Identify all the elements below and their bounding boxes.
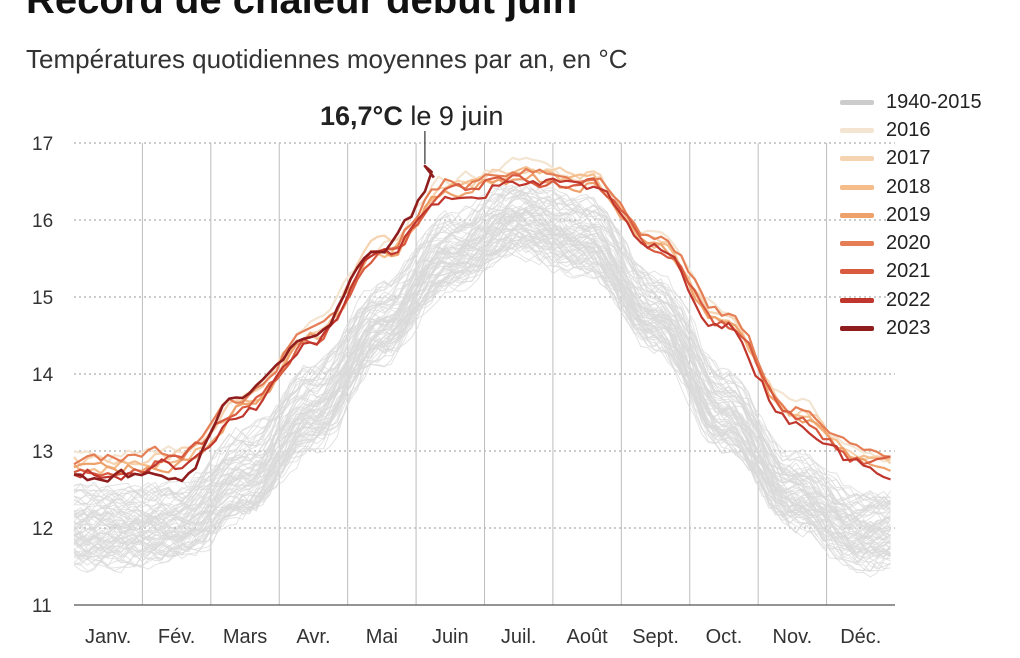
x-tick-label: Sept. [632, 626, 679, 648]
legend-label: 2017 [886, 147, 931, 170]
series-line-1940-2015 [73, 204, 891, 539]
series-line-1940-2015 [73, 205, 891, 540]
x-tick-label: Oct. [706, 626, 743, 648]
legend-label: 2021 [886, 260, 931, 283]
series-line-1940-2015 [73, 194, 891, 515]
legend-item-2021: 2021 [840, 258, 982, 286]
y-tick-label: 16 [32, 211, 53, 232]
series-line-1940-2015 [73, 231, 891, 554]
x-tick-label: Juil. [501, 626, 537, 648]
legend-swatch [840, 156, 874, 162]
y-tick-label: 15 [32, 288, 53, 309]
series-line-1940-2015 [73, 186, 891, 502]
series-line-1940-2015 [73, 210, 891, 534]
y-tick-label: 14 [32, 365, 54, 386]
legend-label: 2019 [886, 203, 931, 226]
x-tick-label: Fév. [158, 626, 195, 648]
legend-swatch [840, 99, 874, 105]
chart-subtitle: Températures quotidiennes moyennes par a… [26, 44, 628, 74]
series-line-1940-2015 [73, 209, 891, 532]
x-tick-label: Avr. [296, 626, 330, 648]
legend-item-2017: 2017 [840, 145, 982, 173]
y-tick-label: 17 [32, 134, 53, 155]
legend-swatch [840, 297, 874, 303]
legend-label: 2020 [886, 232, 931, 255]
legend-item-2016: 2016 [840, 116, 982, 144]
series-line-2020 [73, 168, 891, 466]
y-tick-label: 11 [32, 596, 52, 617]
y-tick-label: 12 [32, 519, 53, 540]
legend-swatch [840, 212, 874, 218]
chart-title: Record de chaleur début juin [26, 0, 578, 22]
legend-swatch [840, 269, 874, 275]
annotation-value: 16,7°C [320, 101, 403, 131]
series-line-1940-2015 [73, 228, 891, 545]
legend-label: 2018 [886, 175, 931, 198]
x-tick-label: Août [567, 626, 609, 648]
legend-label: 2022 [886, 288, 931, 311]
legend-item-2023: 2023 [840, 314, 982, 342]
legend-swatch [840, 241, 874, 247]
x-tick-label: Mars [223, 626, 267, 648]
series-line-1940-2015 [73, 242, 891, 567]
legend-item-1940-2015: 1940-2015 [840, 88, 982, 116]
x-tick-label: Nov. [773, 626, 813, 648]
legend-swatch [840, 127, 874, 133]
series-line-1940-2015 [73, 231, 891, 558]
series-line-2023 [73, 164, 435, 483]
legend-item-2019: 2019 [840, 201, 982, 229]
series-line-1940-2015 [73, 231, 891, 554]
series-line-1940-2015 [73, 218, 891, 545]
legend-label: 1940-2015 [886, 90, 982, 113]
series-line-1940-2015 [73, 194, 891, 521]
x-tick-label: Juin [432, 626, 469, 648]
y-tick-label: 13 [32, 442, 53, 463]
chart-legend: 1940-2015 2016 2017 2018 2019 2020 2021 2022 202… [840, 88, 982, 343]
annotation-label: 16,7°C le 9 juin [320, 101, 503, 131]
x-tick-label: Déc. [840, 626, 881, 648]
legend-label: 2016 [886, 118, 931, 141]
series-line-1940-2015 [73, 189, 891, 508]
legend-label: 2023 [886, 317, 931, 340]
annotation-date: le 9 juin [403, 101, 504, 131]
series-line-1940-2015 [73, 241, 891, 578]
series-line-1940-2015 [73, 212, 891, 538]
series-line-2022 [73, 177, 891, 481]
legend-swatch [840, 184, 874, 190]
legend-item-2018: 2018 [840, 173, 982, 201]
x-tick-label: Mai [366, 626, 398, 648]
legend-item-2020: 2020 [840, 229, 982, 257]
series-line-1940-2015 [73, 207, 891, 532]
x-tick-label: Janv. [85, 626, 131, 648]
legend-swatch [840, 326, 874, 332]
legend-item-2022: 2022 [840, 286, 982, 314]
series-line-1940-2015 [73, 208, 891, 539]
series-line-1940-2015 [73, 197, 891, 517]
series-line-2016 [73, 156, 891, 464]
